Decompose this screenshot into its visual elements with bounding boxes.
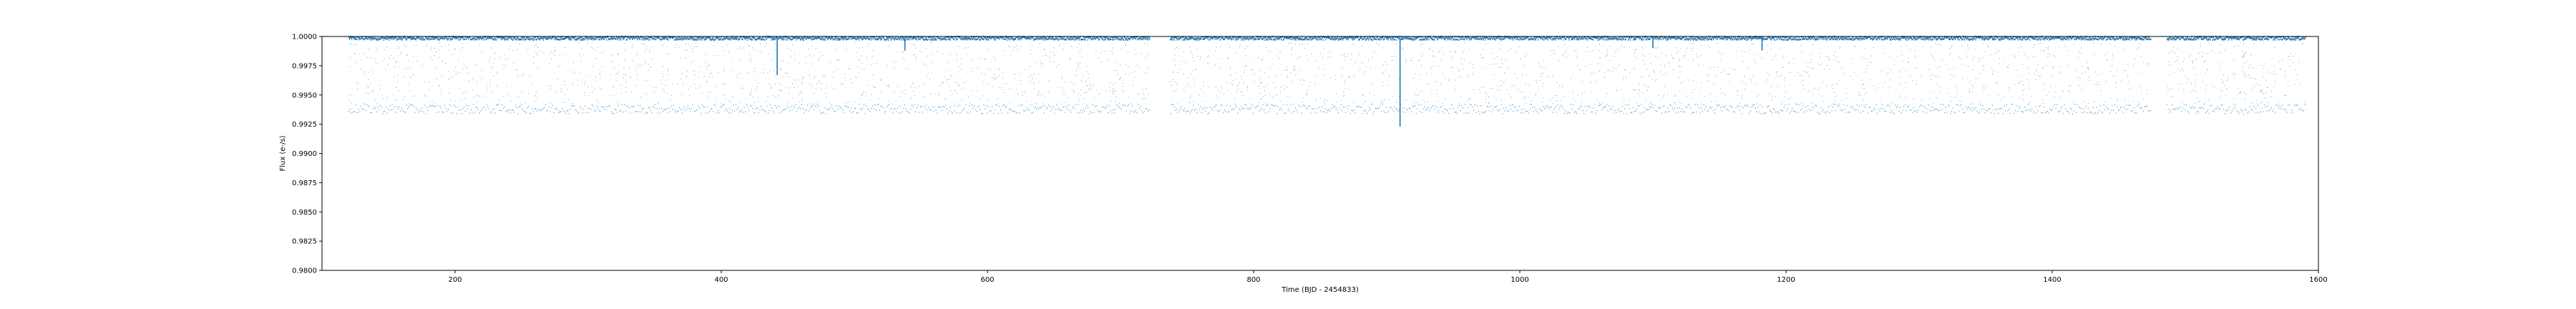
x-tick-label: 1400 (2043, 276, 2061, 284)
y-tick-label: 1.0000 (292, 34, 317, 41)
eclipse-flux-points (348, 104, 2306, 114)
x-tick-label: 1200 (1777, 276, 1795, 284)
y-tick-label: 0.9975 (292, 62, 317, 70)
x-tick-label: 400 (714, 276, 728, 284)
x-tick-label: 200 (448, 276, 462, 284)
transition-flux-points (348, 42, 2305, 105)
axes-layer: 200 400 600 800 1000 1200 1400 1600 0.9800 0.9825… (292, 34, 2328, 285)
y-tick-label: 0.9900 (292, 150, 317, 158)
y-tick-label: 0.9825 (292, 238, 317, 246)
x-axis-title: Time (BJD - 2454833) (1281, 286, 1359, 294)
x-tick-label: 1600 (2309, 276, 2327, 284)
x-tick-label: 1000 (1511, 276, 1528, 284)
y-axis-title: Flux (e-/s) (279, 135, 287, 171)
x-tick-label: 800 (1246, 276, 1260, 284)
y-tick-label: 0.9875 (292, 180, 317, 187)
data-points-layer (348, 35, 2306, 127)
y-tick-label: 0.9950 (292, 92, 317, 99)
y-tick-label: 0.9925 (292, 121, 317, 129)
y-tick-label: 0.9800 (292, 268, 317, 275)
x-tick-label: 600 (980, 276, 994, 284)
y-tick-label: 0.9850 (292, 209, 317, 217)
